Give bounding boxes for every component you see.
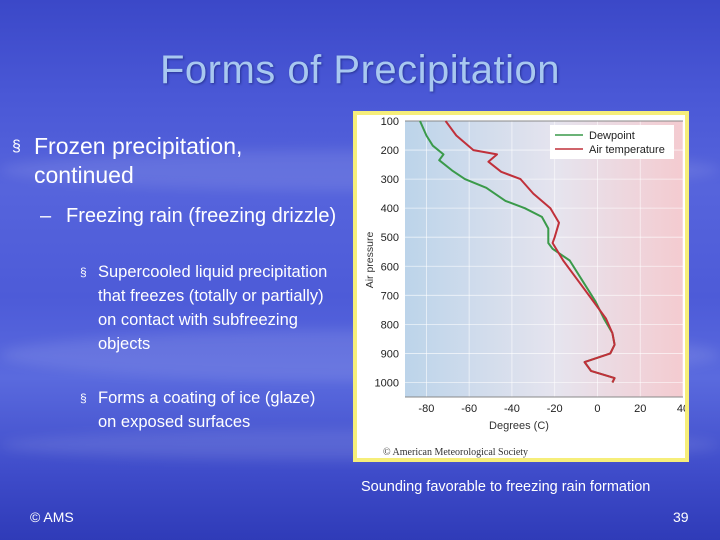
y-tick-label: 100 [381,116,399,128]
y-tick-label: 700 [381,290,399,302]
y-tick-label: 400 [381,203,399,215]
legend-dewpoint-label: Dewpoint [589,130,635,142]
y-tick-label: 200 [381,145,399,157]
chart-legend: Dewpoint Air temperature [550,125,674,159]
chart-caption: Sounding favorable to freezing rain form… [361,479,651,495]
legend-air-temperature-label: Air temperature [589,144,665,156]
y-tick-label: 300 [381,174,399,186]
x-tick-label: 40 [677,403,685,415]
x-tick-label: -60 [461,403,477,415]
sounding-chart-frame: 100 200 300 400 500 600 700 800 900 1000 -80 -60 -4… [353,111,689,462]
page-number: 39 [673,509,689,525]
bullet-icon: § [12,138,21,155]
bullet-text-glaze: Forms a coating of ice (glaze) on expose… [98,389,316,431]
x-tick-label: -80 [418,403,434,415]
dash-icon: – [40,205,52,227]
y-tick-label: 900 [381,348,399,360]
x-tick-label: 0 [594,403,600,415]
x-axis-label: Degrees (C) [489,420,549,432]
chart-credit: © American Meteorological Society [383,447,528,458]
bullet-icon: § [80,265,87,279]
x-tick-label: -20 [547,403,563,415]
bullet-text-supercooled: Supercooled liquid precipitation that fr… [98,263,328,353]
slide-title: Forms of Precipitation [159,48,561,92]
bullet-level1: § Frozen precipitation, continued [12,132,332,190]
air-temperature-line [444,120,616,383]
plot-background [405,121,683,397]
bullet-icon: § [80,391,87,405]
y-tick-label: 600 [381,261,399,273]
x-tick-label: 20 [634,403,646,415]
bullet-text-frozen-precipitation: Frozen precipitation, continued [34,133,243,188]
y-tick-label: 1000 [375,377,399,389]
x-tick-label: -40 [504,403,520,415]
bullet-text-freezing-rain: Freezing rain (freezing drizzle) [66,205,337,227]
bullet-level2: – Freezing rain (freezing drizzle) [40,203,340,229]
y-tick-label: 500 [381,232,399,244]
bullet-level3: § Forms a coating of ice (glaze) on expo… [80,386,330,434]
y-tick-label: 800 [381,319,399,331]
footer-copyright: © AMS [30,509,74,525]
y-axis-label: Air pressure [364,232,376,289]
legend-box [550,125,674,159]
bullet-level3: § Supercooled liquid precipitation that … [80,260,330,356]
